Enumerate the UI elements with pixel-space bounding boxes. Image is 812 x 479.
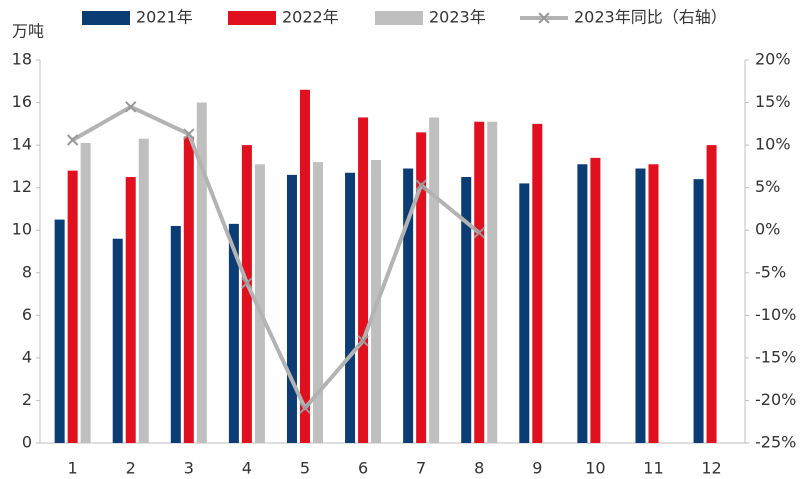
bar	[138, 138, 149, 443]
legend-swatch	[228, 11, 276, 25]
y-tick-label: 16	[12, 92, 32, 111]
y2-tick-label: 5%	[755, 177, 780, 196]
legend-label: 2023年同比（右轴）	[574, 8, 727, 27]
bar	[183, 136, 194, 443]
y2-tick-label: 10%	[755, 135, 791, 154]
line-marker	[125, 101, 137, 113]
bar	[577, 164, 588, 443]
bar	[54, 219, 65, 443]
bar	[125, 177, 136, 443]
y-tick-label: 2	[22, 390, 32, 409]
bar	[429, 117, 440, 443]
bar	[286, 174, 297, 443]
bar	[403, 168, 414, 443]
bar	[474, 121, 485, 443]
line	[71, 104, 481, 411]
y-tick-label: 10	[12, 220, 32, 239]
y2-tick-label: -10%	[755, 305, 796, 324]
y2-tick-label: 20%	[755, 50, 791, 69]
bar	[228, 223, 239, 443]
bar	[112, 238, 123, 443]
x-tick-label: 4	[242, 459, 252, 478]
x-tick-label: 7	[416, 459, 426, 478]
y2-tick-label: -20%	[755, 390, 796, 409]
legend-label: 2021年	[136, 8, 193, 27]
y-tick-label: 14	[12, 135, 32, 154]
y-tick-label: 12	[12, 177, 32, 196]
y-tick-label: 18	[12, 50, 32, 69]
bar	[416, 132, 427, 443]
bar	[312, 162, 323, 443]
x-tick-label: 10	[585, 459, 605, 478]
x-tick-label: 5	[300, 459, 310, 478]
y-tick-label: 4	[22, 347, 32, 366]
y2-tick-label: -15%	[755, 347, 796, 366]
bar	[254, 164, 265, 443]
legend-marker	[538, 12, 550, 24]
line-marker	[357, 335, 369, 347]
y2-tick-label: -5%	[755, 262, 786, 281]
line-marker	[66, 134, 79, 146]
y-unit-label: 万吨	[12, 22, 44, 41]
x-tick-label: 12	[701, 459, 721, 478]
x-tick-label: 2	[126, 459, 136, 478]
y-tick-label: 8	[22, 262, 32, 281]
x-tick-label: 6	[358, 459, 368, 478]
bar	[241, 145, 252, 443]
bar	[196, 102, 207, 444]
bar	[299, 89, 310, 444]
legend-label: 2023年	[429, 8, 486, 27]
bar	[345, 172, 356, 443]
line-marker	[473, 227, 485, 239]
y2-tick-label: -25%	[755, 433, 796, 452]
bar	[532, 123, 543, 443]
line-marker	[183, 128, 195, 140]
bar	[67, 170, 78, 443]
bar	[170, 225, 181, 443]
line-marker	[241, 277, 253, 289]
bar	[590, 157, 601, 443]
x-tick-label: 1	[68, 459, 78, 478]
line-marker	[415, 179, 427, 191]
bar	[487, 121, 498, 443]
x-tick-label: 8	[474, 459, 484, 478]
legend-swatch	[82, 11, 130, 25]
y-tick-label: 6	[22, 305, 32, 324]
bar	[519, 183, 530, 443]
line-marker	[299, 402, 311, 414]
bar	[358, 117, 369, 443]
legend-label: 2022年	[282, 8, 339, 27]
x-tick-label: 9	[532, 459, 542, 478]
bar	[635, 168, 646, 443]
bar	[693, 179, 704, 443]
y2-tick-label: 0%	[755, 220, 780, 239]
bar	[648, 164, 659, 443]
legend-swatch	[375, 11, 423, 25]
bar	[461, 177, 472, 443]
y2-tick-label: 15%	[755, 92, 791, 111]
x-tick-label: 11	[643, 459, 663, 478]
bar	[706, 145, 717, 443]
x-tick-label: 3	[184, 459, 194, 478]
bar	[80, 142, 91, 443]
y-tick-label: 0	[22, 433, 32, 452]
